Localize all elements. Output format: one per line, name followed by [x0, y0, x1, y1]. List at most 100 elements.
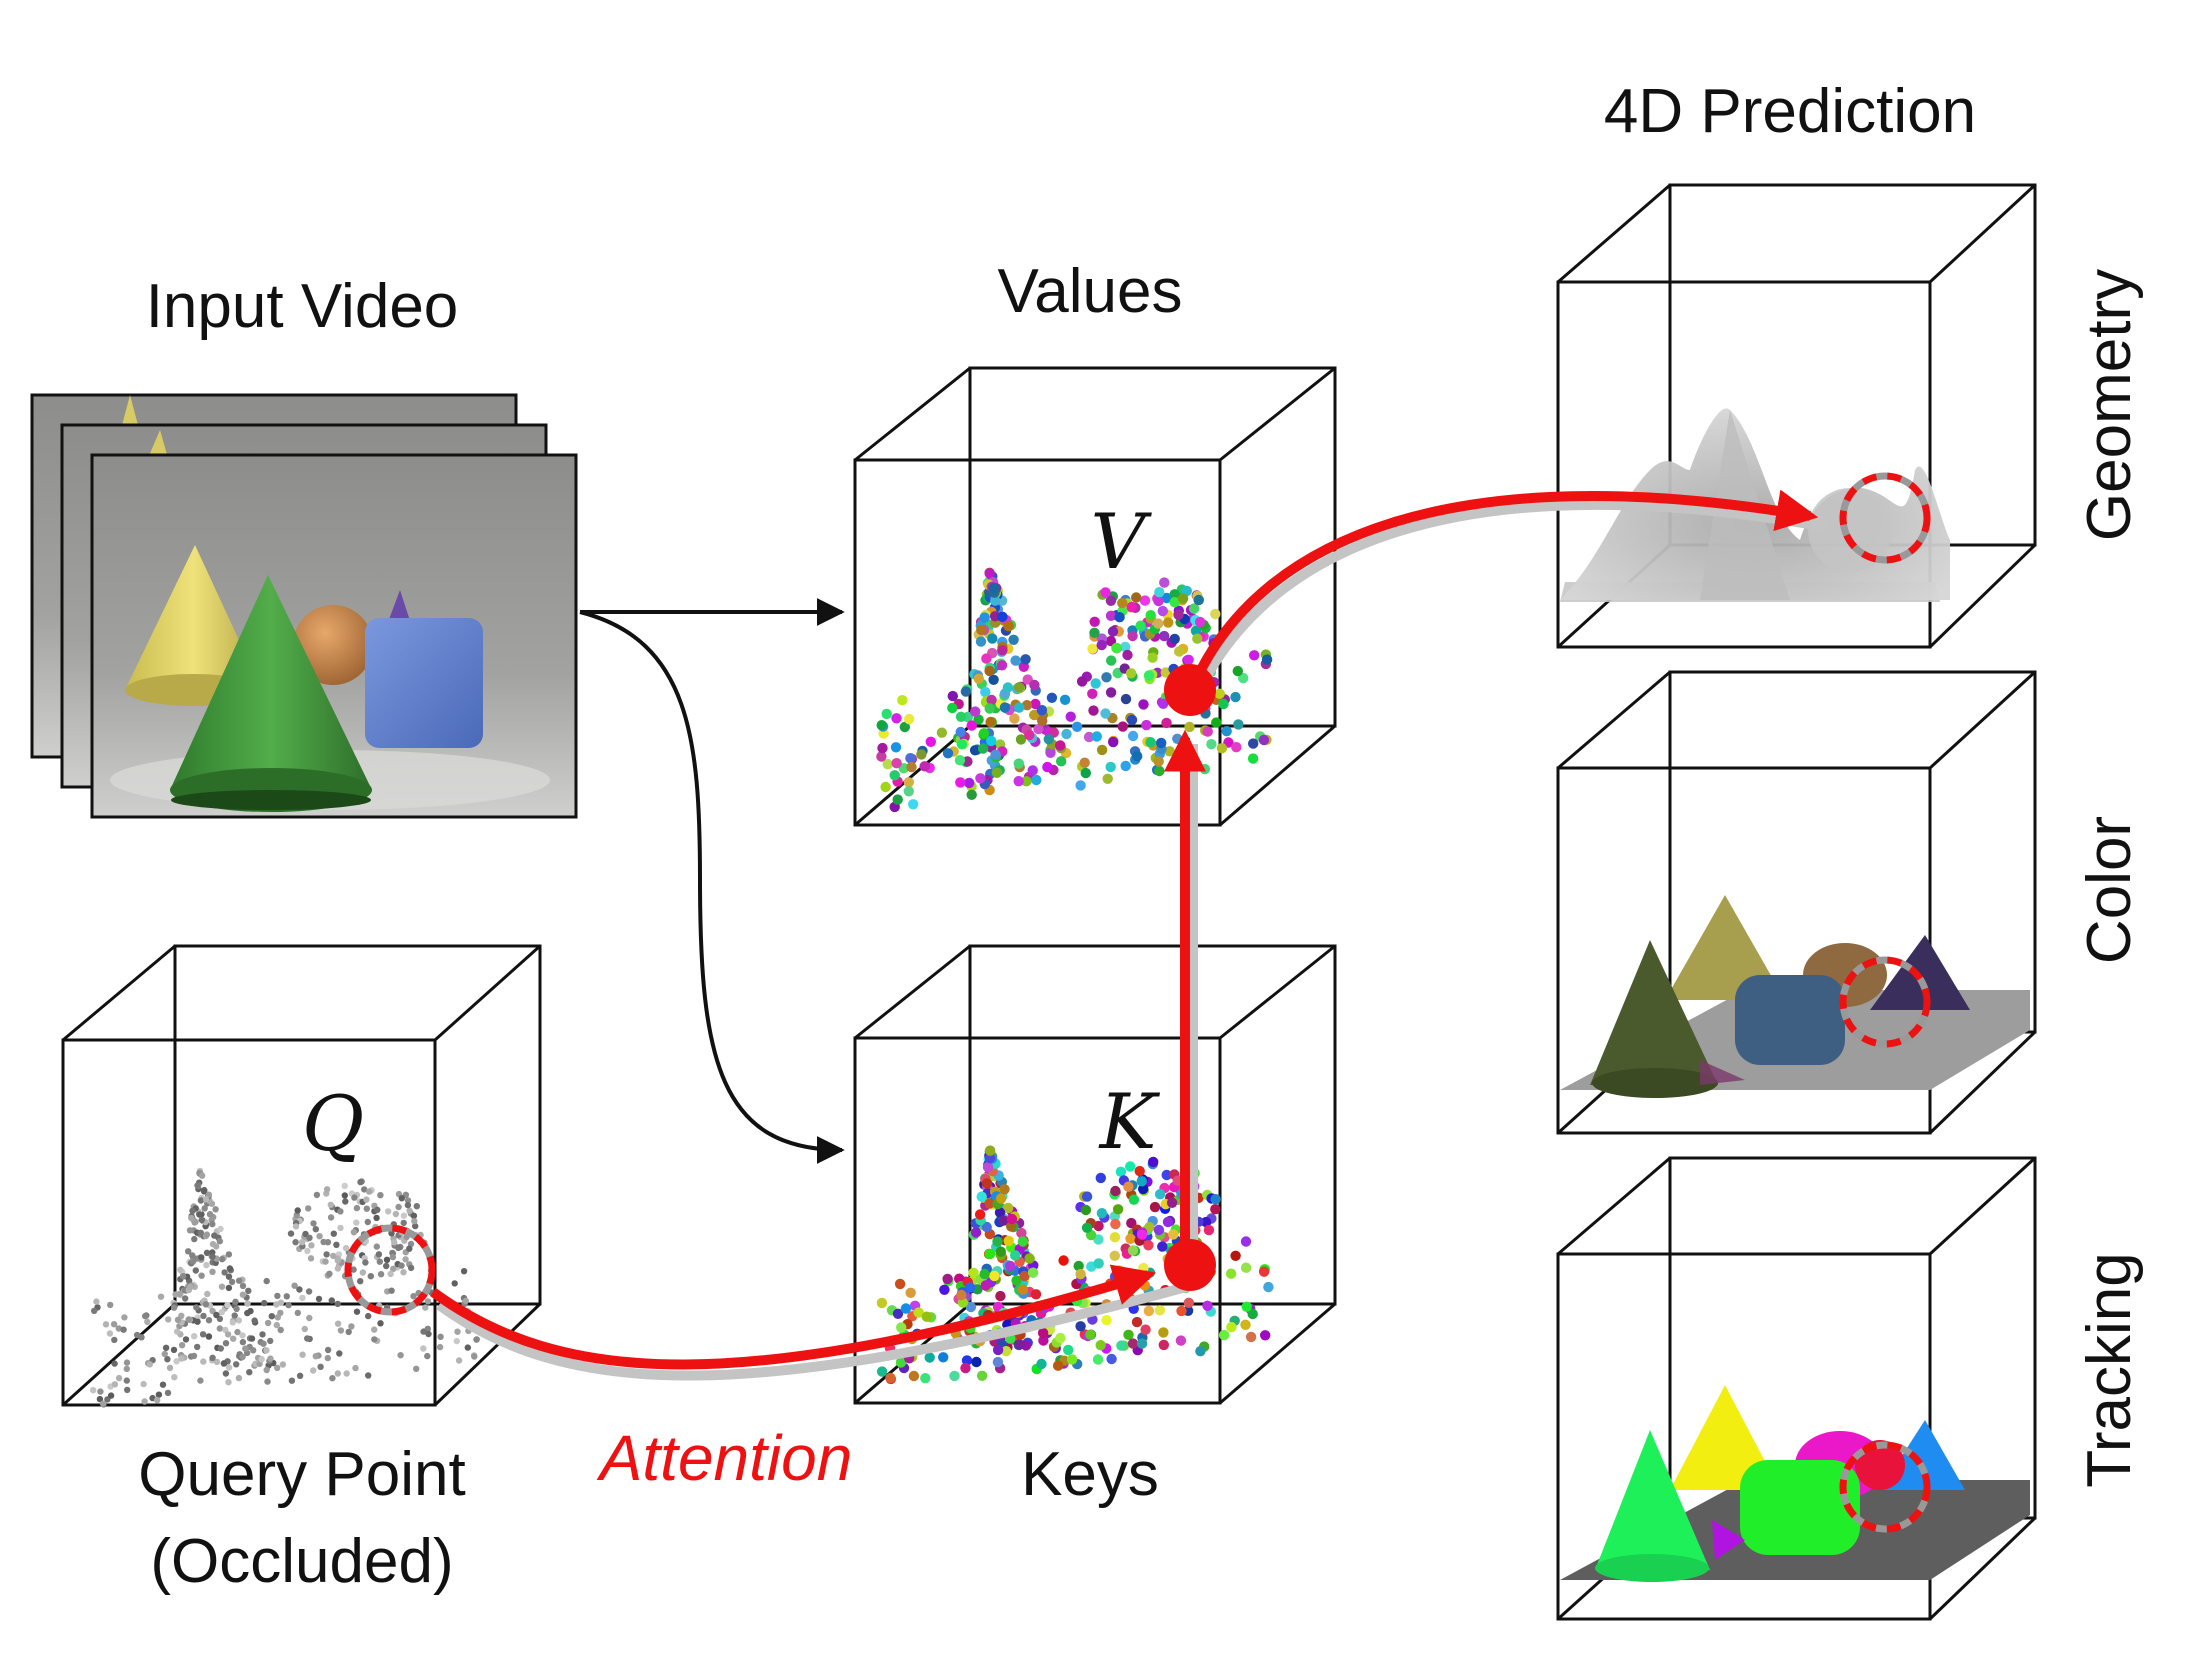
cloud-point	[981, 1178, 993, 1189]
cloud-point	[1052, 1360, 1064, 1371]
cloud-point	[404, 1197, 412, 1204]
cloud-point	[218, 1256, 226, 1263]
cloud-point	[296, 1286, 303, 1293]
cloud-point	[1153, 1224, 1165, 1236]
cloud-point	[1210, 608, 1221, 620]
cloud-point	[1169, 597, 1180, 608]
cloud-point	[337, 1327, 345, 1334]
cloud-point	[306, 1314, 313, 1322]
cloud-point	[248, 1335, 256, 1342]
cloud-point	[919, 761, 930, 772]
cloud-point	[1143, 1305, 1155, 1317]
cloud-point	[245, 1287, 252, 1295]
cloud-point	[1159, 577, 1170, 588]
cloud-point	[220, 1360, 228, 1367]
cloud-point	[371, 1326, 378, 1333]
query-symbol: Q	[302, 1079, 364, 1168]
cloud-point	[192, 1267, 199, 1274]
cloud-point	[221, 1269, 228, 1276]
cloud-point	[388, 1230, 395, 1237]
cloud-point	[115, 1325, 123, 1332]
cloud-point	[194, 1343, 201, 1351]
cloud-point	[400, 1269, 407, 1276]
cloud-point	[176, 1290, 183, 1298]
cloud-point	[146, 1361, 153, 1368]
cloud-point	[1096, 1208, 1108, 1219]
cloud-point	[211, 1232, 218, 1239]
cloud-point	[977, 743, 989, 754]
cloud-point	[264, 1378, 271, 1385]
cloud-point	[328, 1297, 335, 1304]
cloud-point	[1261, 654, 1273, 665]
cloud-point	[225, 1273, 233, 1280]
cloud-point	[1125, 1161, 1136, 1172]
cloud-point	[981, 1221, 992, 1233]
cloud-point	[224, 1301, 231, 1309]
cloud-point	[123, 1377, 130, 1384]
cloud-point	[1240, 1262, 1252, 1273]
cloud-point	[233, 1305, 240, 1313]
cloud-point	[876, 720, 887, 731]
cloud-point	[925, 736, 936, 747]
cloud-point	[107, 1301, 114, 1309]
cloud-point	[1141, 719, 1152, 731]
cloud-point	[213, 1311, 220, 1319]
cloud-point	[905, 753, 916, 764]
cloud-point	[367, 1273, 374, 1280]
cloud-point	[1001, 1346, 1012, 1357]
cloud-point	[213, 1358, 221, 1366]
value-to-geometry-arrow	[1190, 489, 1819, 685]
cloud-point	[1059, 694, 1071, 705]
cloud-point	[357, 1278, 364, 1285]
cloud-point	[1166, 1197, 1178, 1209]
cloud-point	[322, 1258, 329, 1265]
cloud-point	[239, 1332, 246, 1339]
cloud-point	[1116, 1340, 1127, 1351]
cloud-point	[1037, 1327, 1049, 1339]
cloud-point	[891, 758, 902, 769]
cloud-point	[908, 1370, 920, 1382]
cloud-point	[1122, 649, 1133, 661]
cloud-point	[921, 1311, 932, 1322]
cloud-point	[1153, 618, 1164, 629]
cloud-point	[391, 1239, 398, 1246]
cloud-point	[224, 1331, 232, 1338]
cloud-point	[1160, 667, 1172, 678]
cloud-point	[263, 1347, 270, 1354]
video-frame-front	[90, 453, 578, 819]
cloud-point	[964, 1282, 976, 1293]
cloud-point	[1087, 688, 1098, 699]
dashed-markers	[344, 472, 1931, 1533]
cloud-point	[876, 1297, 888, 1309]
cloud-point	[203, 1261, 210, 1269]
cloud-point	[229, 1319, 236, 1326]
cloud-point	[986, 694, 997, 706]
cloud-point	[352, 1364, 359, 1372]
cloud-point	[1083, 731, 1095, 743]
cloud-point	[111, 1360, 118, 1367]
cloud-point	[1016, 1227, 1027, 1239]
cloud-point	[992, 1356, 1004, 1368]
cloud-point	[1120, 641, 1131, 653]
cloud-point	[239, 1282, 247, 1290]
cloud-point	[307, 1255, 315, 1262]
cloud-point	[1061, 728, 1072, 740]
cloud-point	[1027, 1267, 1039, 1278]
cloud-point	[351, 1194, 358, 1201]
cloud-point	[111, 1381, 119, 1388]
cloud-point	[995, 1193, 1007, 1204]
cloud-point	[202, 1301, 210, 1308]
cloud-point	[202, 1196, 210, 1203]
cloud-point	[1120, 760, 1131, 772]
cloud-point	[1029, 679, 1040, 691]
cloud-point	[1225, 1268, 1237, 1279]
cloud-point	[984, 1248, 996, 1260]
cloud-point	[1145, 737, 1156, 748]
tracking-marker-icon	[1839, 1441, 1931, 1533]
cloud-point	[906, 761, 917, 773]
cloud-point	[170, 1346, 178, 1354]
cloud-point	[228, 1278, 236, 1286]
cloud-point	[312, 1226, 319, 1233]
cloud-point	[1125, 1233, 1136, 1245]
cloud-point	[979, 1268, 990, 1280]
